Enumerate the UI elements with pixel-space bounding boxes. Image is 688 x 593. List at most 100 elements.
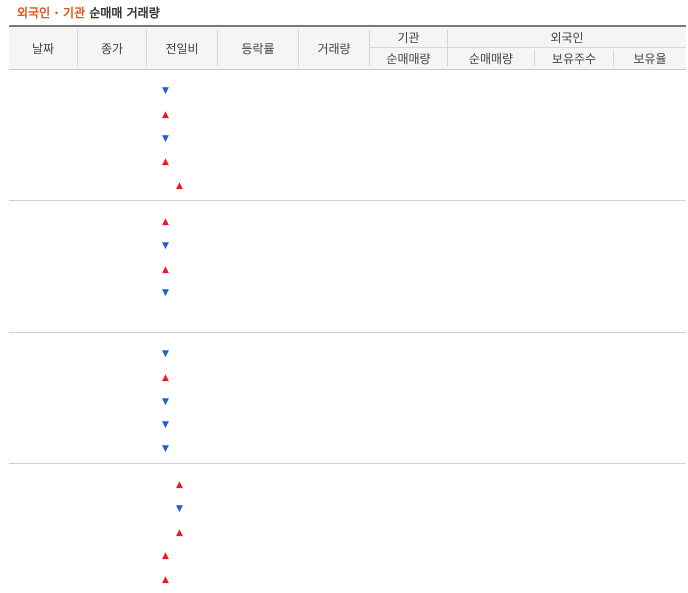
change-cell [150, 235, 212, 257]
date-cell [16, 104, 86, 126]
foreign-net-cell [448, 474, 527, 496]
close-cell [78, 306, 137, 328]
rate-cell [218, 128, 288, 150]
inst-net-cell [370, 414, 438, 436]
close-cell [78, 259, 137, 281]
close-cell [78, 151, 137, 173]
foreign-net-cell [448, 306, 527, 328]
arrow-down-icon: ▼ [162, 240, 169, 251]
close-cell [78, 569, 137, 591]
date-cell [16, 282, 86, 304]
rate-cell [218, 522, 288, 544]
volume-cell [299, 235, 362, 257]
date-cell [16, 391, 86, 413]
rate-cell [218, 282, 288, 304]
ratio-cell [614, 343, 683, 365]
close-cell [78, 474, 137, 496]
ratio-cell [614, 438, 683, 460]
close-cell [78, 391, 137, 413]
inst-net-cell [370, 151, 438, 173]
rate-cell [218, 391, 288, 413]
holdings-cell [535, 498, 611, 520]
volume-cell [299, 80, 362, 102]
ratio-cell [614, 235, 683, 257]
holdings-cell [535, 343, 611, 365]
ratio-cell [614, 104, 683, 126]
close-cell [78, 80, 137, 102]
date-cell [16, 128, 86, 150]
holdings-cell [535, 235, 611, 257]
inst-net-cell [370, 545, 438, 567]
change-cell [150, 80, 212, 102]
arrow-up-icon: ▲ [162, 109, 169, 120]
holdings-cell [535, 259, 611, 281]
inst-net-cell [370, 104, 438, 126]
date-cell [16, 498, 86, 520]
date-cell [16, 545, 86, 567]
inst-net-cell [370, 522, 438, 544]
rate-cell [218, 211, 288, 233]
holdings-cell [535, 151, 611, 173]
ratio-cell [614, 391, 683, 413]
date-cell [16, 474, 86, 496]
arrow-down-icon: ▼ [176, 503, 183, 514]
volume-cell [299, 259, 362, 281]
close-cell [78, 414, 137, 436]
close-cell [78, 343, 137, 365]
close-cell [78, 235, 137, 257]
change-cell [150, 282, 212, 304]
header-divider [613, 50, 614, 66]
inst-net-cell [370, 259, 438, 281]
title-highlight: 외국인 · 기관 [17, 6, 86, 20]
title-rest: 순매매 거래량 [89, 6, 160, 20]
foreign-net-cell [448, 282, 527, 304]
arrow-up-icon: ▲ [176, 527, 183, 538]
arrow-up-icon: ▲ [162, 264, 169, 275]
change-cell [150, 367, 212, 389]
header-volume: 거래량 [317, 41, 351, 56]
holdings-cell [535, 80, 611, 102]
inst-net-cell [370, 128, 438, 150]
ratio-cell [614, 498, 683, 520]
rate-cell [218, 367, 288, 389]
foreign-net-cell [448, 175, 527, 197]
rate-cell [218, 235, 288, 257]
close-cell [78, 498, 137, 520]
ratio-cell [614, 545, 683, 567]
ratio-cell [614, 211, 683, 233]
foreign-net-cell [448, 367, 527, 389]
ratio-cell [614, 282, 683, 304]
foreign-net-cell [448, 151, 527, 173]
inst-net-cell [370, 306, 438, 328]
volume-cell [299, 306, 362, 328]
date-cell [16, 80, 86, 102]
rate-cell [218, 414, 288, 436]
date-cell [16, 259, 86, 281]
foreign-net-cell [448, 343, 527, 365]
inst-net-cell [370, 211, 438, 233]
inst-net-cell [370, 282, 438, 304]
holdings-cell [535, 414, 611, 436]
volume-cell [299, 474, 362, 496]
volume-cell [299, 414, 362, 436]
date-cell [16, 569, 86, 591]
rate-cell [218, 545, 288, 567]
header-divider [77, 30, 78, 66]
header-divider [369, 30, 370, 66]
volume-cell [299, 569, 362, 591]
inst-net-cell [370, 235, 438, 257]
header-divider [298, 30, 299, 66]
arrow-up-icon: ▲ [162, 157, 169, 168]
volume-cell [299, 343, 362, 365]
foreign-net-cell [448, 235, 527, 257]
arrow-down-icon: ▼ [162, 420, 169, 431]
arrow-up-icon: ▲ [176, 181, 183, 192]
holdings-cell [535, 545, 611, 567]
date-cell [16, 367, 86, 389]
change-cell [150, 104, 212, 126]
table-top-border [9, 25, 686, 27]
holdings-cell [535, 391, 611, 413]
foreign-net-cell [448, 211, 527, 233]
rate-cell [218, 151, 288, 173]
holdings-cell [535, 211, 611, 233]
